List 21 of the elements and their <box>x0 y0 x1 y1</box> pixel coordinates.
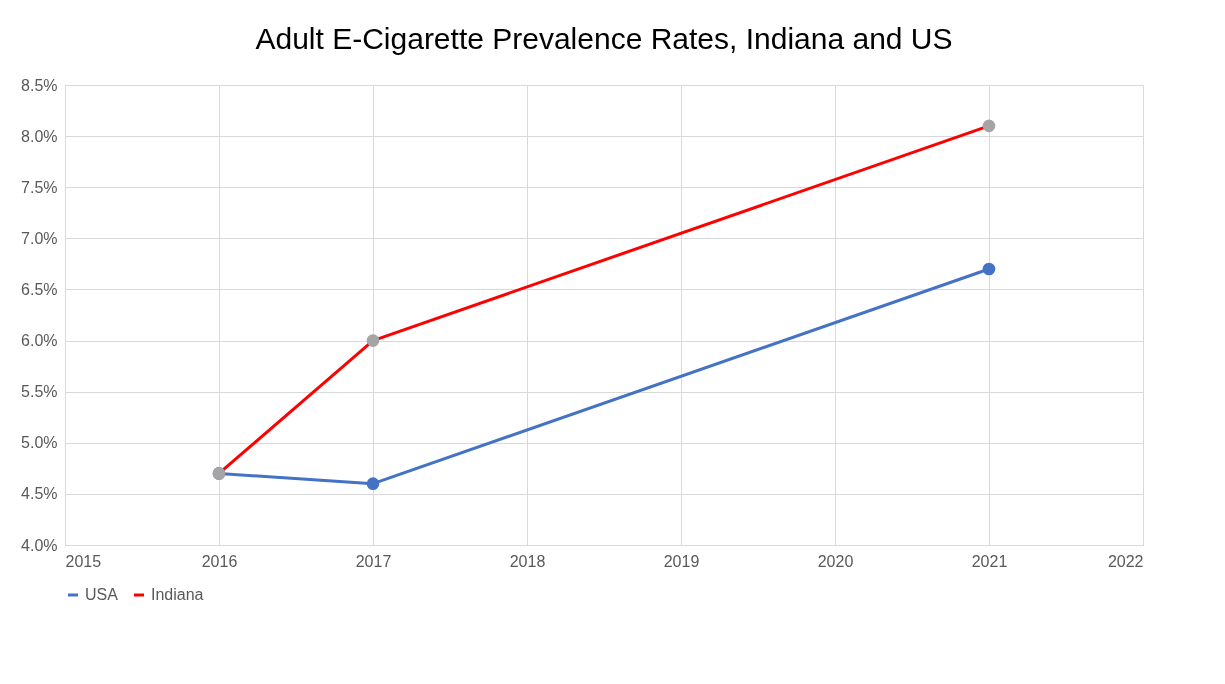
y-tick-label: 6.5% <box>21 280 58 298</box>
y-tick-label: 8.5% <box>21 76 58 94</box>
x-tick-label: 2021 <box>971 552 1008 570</box>
y-tick-label: 7.0% <box>21 229 58 247</box>
y-tick-label: 5.5% <box>21 383 58 401</box>
x-tick-label: 2015 <box>65 552 102 570</box>
y-tick-label: 4.5% <box>21 485 58 503</box>
legend-label: Indiana <box>151 586 204 603</box>
x-tick-label: 2018 <box>509 552 546 570</box>
legend-label: USA <box>85 586 119 603</box>
x-tick-label: 2016 <box>201 552 238 570</box>
x-tick-label: 2019 <box>663 552 700 570</box>
y-tick-label: 7.5% <box>21 178 58 196</box>
y-tick-label: 4.0% <box>21 536 58 554</box>
x-tick-label: 2020 <box>817 552 854 570</box>
chart-title: Adult E-Cigarette Prevalence Rates, Indiana and US <box>255 22 953 55</box>
y-tick-label: 5.0% <box>21 434 58 452</box>
x-tick-label: 2017 <box>355 552 392 570</box>
y-tick-label: 6.0% <box>21 332 58 350</box>
y-tick-label: 8.0% <box>21 127 58 145</box>
x-tick-label: 2022 <box>1107 552 1144 570</box>
